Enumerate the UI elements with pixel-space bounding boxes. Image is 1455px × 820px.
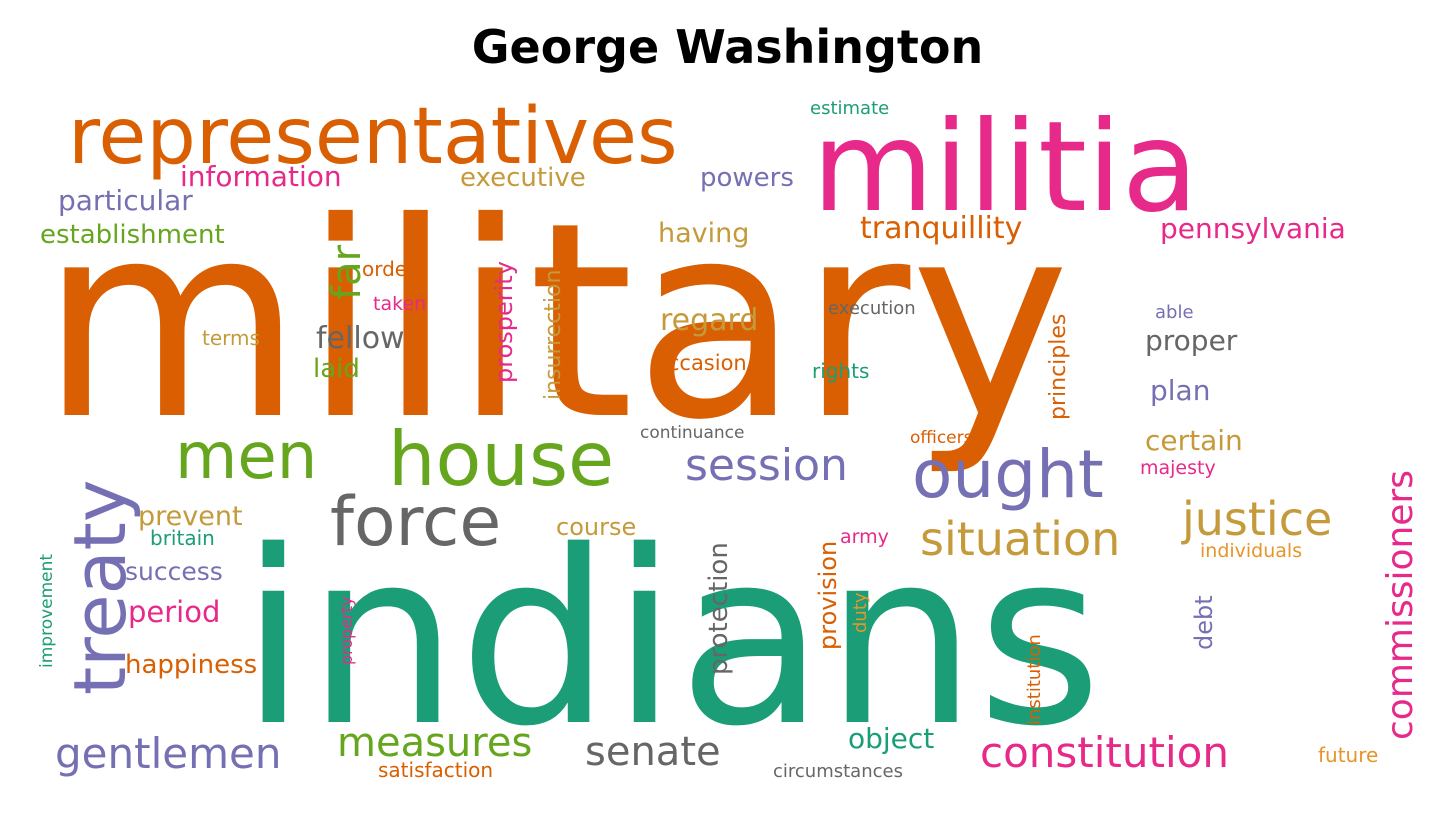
word-execution: execution	[828, 298, 916, 319]
word-provision: provision	[814, 541, 842, 650]
word-continuance: continuance	[640, 423, 744, 443]
word-men: men	[175, 420, 317, 494]
word-future: future	[1318, 743, 1378, 767]
word-house: house	[388, 415, 614, 503]
word-individuals: individuals	[1200, 540, 1302, 562]
word-situation: situation	[920, 512, 1120, 566]
word-majesty: majesty	[1140, 457, 1216, 479]
word-executive: executive	[460, 163, 586, 193]
word-justice: justice	[1181, 492, 1332, 546]
word-principles: principles	[1046, 314, 1071, 420]
word-information: information	[180, 160, 342, 193]
word-plan: plan	[1150, 374, 1210, 407]
word-senate: senate	[585, 729, 721, 775]
word-session: session	[685, 440, 848, 491]
word-prevent: prevent	[138, 501, 243, 532]
word-gentlemen: gentlemen	[55, 729, 281, 778]
word-circumstances: circumstances	[773, 761, 903, 782]
word-britain: britain	[150, 526, 215, 550]
word-order: order	[362, 257, 416, 281]
word-debt: debt	[1190, 595, 1218, 650]
word-pennsylvania: pennsylvania	[1160, 212, 1346, 245]
word-laid: laid	[313, 354, 360, 384]
word-institution: institution	[1024, 634, 1045, 725]
cloud-title: George Washington	[471, 20, 984, 74]
word-prosperity: prosperity	[490, 261, 518, 383]
word-far: far	[324, 244, 370, 300]
word-duty: duty	[850, 592, 871, 633]
word-insurrection: insurrection	[541, 270, 566, 400]
word-course: course	[556, 513, 636, 541]
word-taken: taken	[373, 293, 426, 315]
word-terms: terms	[202, 326, 260, 350]
word-officers: officers	[910, 428, 973, 448]
word-fellow: fellow	[316, 321, 405, 356]
word-period: period	[128, 595, 220, 629]
word-indians: indians	[240, 499, 1102, 779]
word-proper: proper	[1145, 324, 1238, 357]
word-regard: regard	[660, 303, 758, 338]
word-militia: militia	[812, 95, 1198, 240]
word-protection: protection	[704, 542, 734, 675]
word-estimate: estimate	[810, 98, 889, 119]
word-property: property	[337, 597, 356, 666]
word-certain: certain	[1145, 424, 1243, 457]
word-establishment: establishment	[40, 220, 225, 250]
word-satisfaction: satisfaction	[378, 758, 493, 782]
word-force: force	[330, 483, 501, 562]
word-having: having	[658, 218, 749, 249]
word-improvement: improvement	[37, 554, 57, 668]
word-tranquillity: tranquillity	[860, 211, 1022, 246]
word-particular: particular	[58, 184, 193, 217]
word-measures: measures	[337, 720, 532, 766]
word-success: success	[125, 557, 223, 586]
word-treaty: treaty	[58, 479, 142, 695]
word-object: object	[848, 722, 934, 755]
word-commissioners: commissioners	[1380, 470, 1421, 740]
word-able: able	[1155, 302, 1194, 323]
word-powers: powers	[700, 163, 794, 193]
word-happiness: happiness	[125, 650, 257, 680]
word-representatives: representatives	[68, 92, 678, 182]
word-rights: rights	[812, 359, 869, 383]
word-ought: ought	[912, 436, 1104, 513]
word-constitution: constitution	[980, 728, 1229, 777]
word-occasion: occasion	[655, 351, 747, 375]
word-military: military	[40, 164, 1070, 479]
word-army: army	[840, 526, 889, 548]
